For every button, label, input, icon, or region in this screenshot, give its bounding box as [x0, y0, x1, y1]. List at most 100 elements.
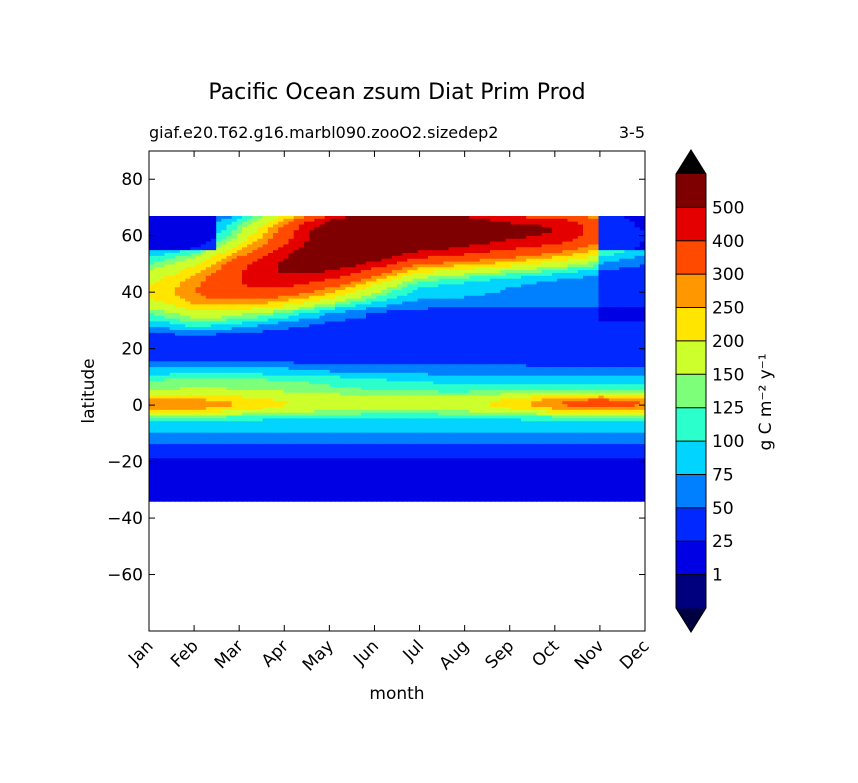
- field-cell: [577, 361, 584, 365]
- field-cell: [402, 307, 408, 311]
- field-cell: [298, 275, 305, 280]
- field-cell: [195, 290, 202, 294]
- field-cell: [500, 347, 507, 351]
- field-cell: [252, 310, 259, 314]
- field-cell: [154, 361, 160, 365]
- field-cell: [562, 244, 569, 248]
- field-cell: [634, 355, 641, 360]
- field-cell: [345, 270, 352, 274]
- field-cell: [211, 341, 217, 345]
- field-cell: [391, 233, 398, 237]
- field-cell: [391, 307, 398, 311]
- field-cell: [226, 255, 233, 260]
- field-cell: [366, 216, 372, 220]
- field-cell: [309, 301, 315, 305]
- field-cell: [236, 221, 243, 226]
- field-cell: [190, 224, 197, 228]
- field-cell: [283, 290, 290, 294]
- field-cell: [360, 270, 367, 274]
- field-cell: [577, 238, 584, 243]
- field-cell: [257, 235, 264, 240]
- field-cell: [273, 233, 279, 237]
- field-cell: [221, 224, 228, 228]
- field-cell: [474, 327, 481, 331]
- field-cell: [639, 264, 645, 268]
- field-cell: [386, 327, 393, 331]
- field-cell: [526, 238, 532, 243]
- field-cell: [236, 233, 243, 237]
- field-cell: [608, 338, 615, 343]
- field-cell: [583, 310, 589, 314]
- field-cell: [474, 295, 481, 300]
- field-cell: [278, 338, 284, 343]
- field-cell: [614, 253, 620, 257]
- field-cell: [577, 287, 584, 291]
- field-cell: [459, 216, 465, 220]
- field-cell: [552, 247, 558, 251]
- field-cell: [428, 318, 434, 323]
- field-cell: [598, 275, 605, 280]
- field-cell: [226, 230, 233, 234]
- field-cell: [216, 332, 222, 337]
- field-cell: [283, 230, 290, 234]
- field-cell: [428, 218, 434, 223]
- field-cell: [608, 250, 615, 254]
- field-cell: [257, 290, 264, 294]
- field-cell: [324, 224, 331, 228]
- field-cell: [412, 258, 419, 263]
- field-cell: [417, 338, 424, 343]
- field-cell: [309, 284, 315, 288]
- field-cell: [366, 235, 372, 240]
- field-cell: [500, 241, 507, 246]
- field-cell: [355, 347, 362, 351]
- field-cell: [350, 318, 357, 323]
- field-cell: [211, 347, 217, 351]
- field-cell: [252, 216, 259, 220]
- field-cell: [185, 344, 191, 348]
- field-cell: [340, 335, 346, 340]
- field-cell: [169, 255, 176, 260]
- field-cell: [422, 287, 429, 291]
- field-cell: [180, 218, 186, 223]
- field-cell: [355, 275, 362, 280]
- field-cell: [335, 312, 341, 317]
- field-cell: [412, 304, 419, 308]
- field-cell: [536, 341, 543, 345]
- field-cell: [309, 250, 315, 254]
- field-cell: [546, 358, 553, 362]
- field-cell: [205, 321, 212, 325]
- field-cell: [180, 247, 186, 251]
- field-cell: [428, 347, 434, 351]
- field-cell: [252, 315, 259, 320]
- field-cell: [324, 338, 331, 343]
- field-cell: [304, 238, 310, 243]
- field-cell: [422, 261, 429, 266]
- field-cell: [340, 275, 346, 280]
- field-cell: [567, 341, 574, 345]
- field-cell: [614, 221, 620, 226]
- field-cell: [474, 298, 481, 303]
- field-cell: [562, 267, 569, 271]
- field-cell: [252, 233, 259, 237]
- field-cell: [304, 295, 310, 300]
- field-cell: [515, 290, 522, 294]
- field-cell: [614, 310, 620, 314]
- field-cell: [428, 281, 434, 285]
- field-cell: [428, 267, 434, 271]
- field-cell: [283, 241, 290, 246]
- field-cell: [614, 335, 620, 340]
- field-cell: [598, 318, 605, 323]
- field-cell: [293, 261, 300, 266]
- field-cell: [397, 298, 403, 303]
- field-cell: [562, 278, 569, 283]
- field-cell: [360, 287, 367, 291]
- field-cell: [577, 227, 584, 231]
- field-cell: [490, 258, 496, 263]
- field-cell: [252, 335, 259, 340]
- field-cell: [309, 261, 315, 266]
- field-cell: [366, 295, 372, 300]
- field-cell: [226, 349, 233, 354]
- field-cell: [371, 298, 377, 303]
- field-cell: [304, 235, 310, 240]
- field-cell: [345, 307, 352, 311]
